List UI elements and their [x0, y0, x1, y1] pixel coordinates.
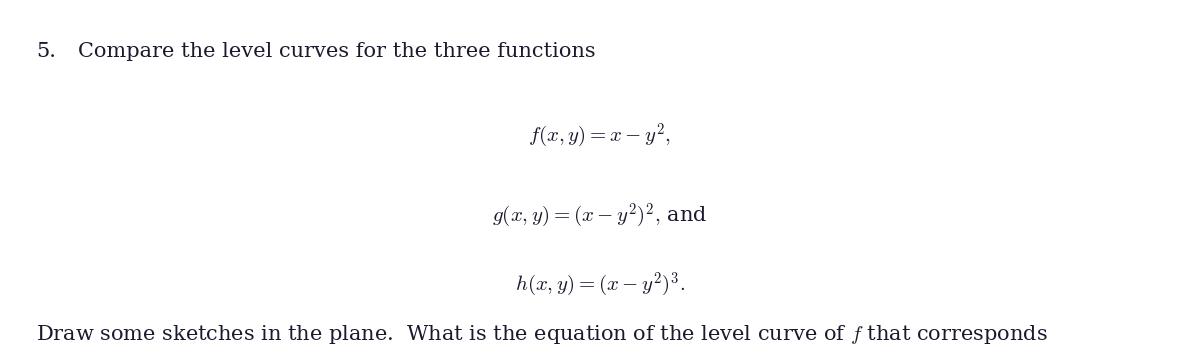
Text: Draw some sketches in the plane.  What is the equation of the level curve of $f$: Draw some sketches in the plane. What is…: [36, 323, 1048, 346]
Text: $f(x, y) = x - y^2,$: $f(x, y) = x - y^2,$: [528, 121, 672, 150]
Text: Compare the level curves for the three functions: Compare the level curves for the three f…: [78, 42, 595, 61]
Text: $h(x, y) = (x - y^2)^3.$: $h(x, y) = (x - y^2)^3.$: [515, 271, 685, 299]
Text: 5.: 5.: [36, 42, 56, 61]
Text: $g(x, y) = (x - y^2)^2{,}$ and: $g(x, y) = (x - y^2)^2{,}$ and: [492, 201, 708, 230]
